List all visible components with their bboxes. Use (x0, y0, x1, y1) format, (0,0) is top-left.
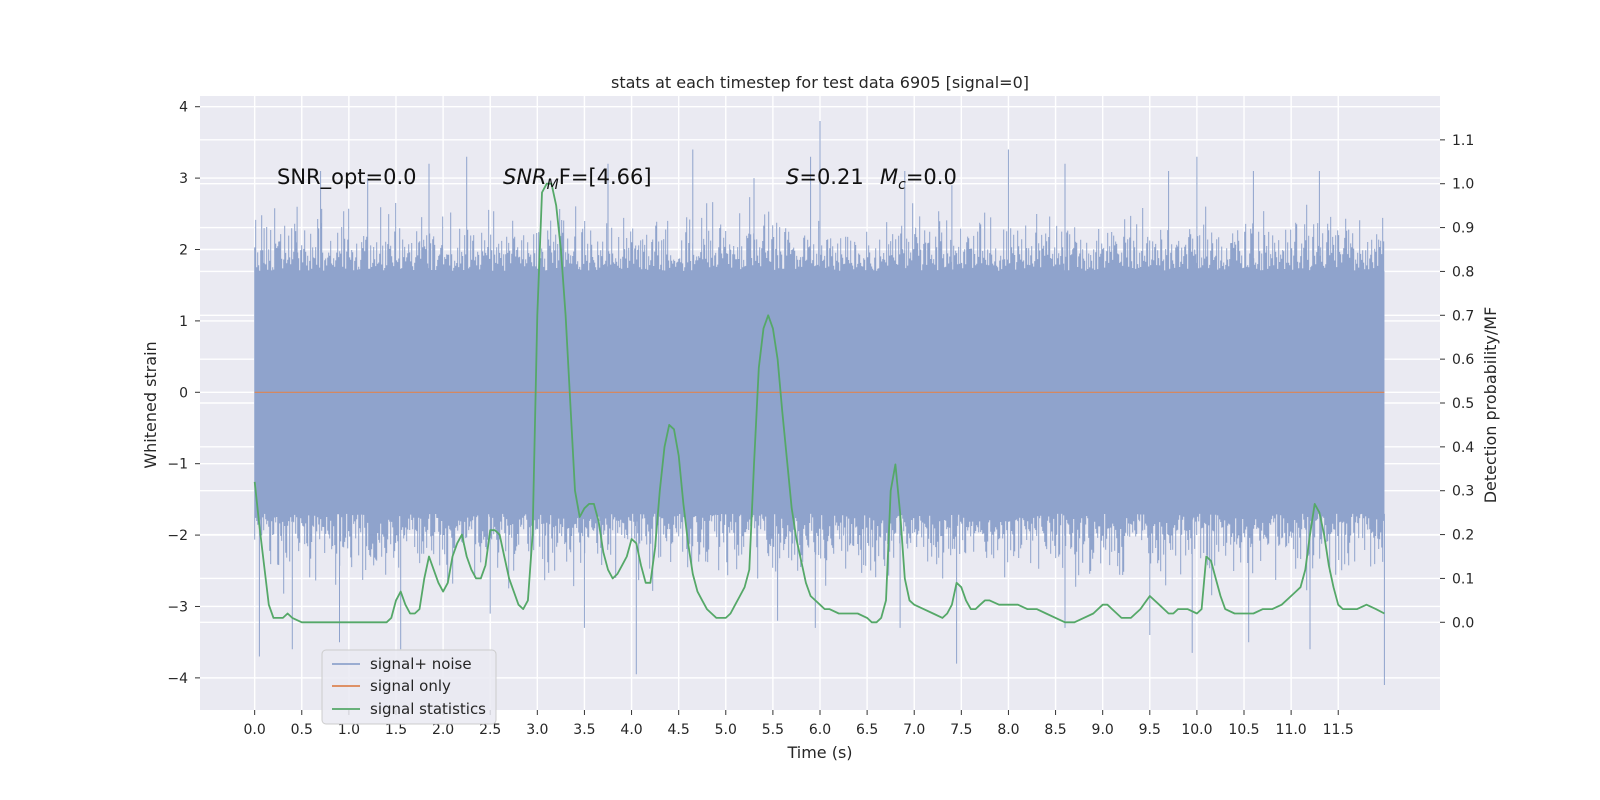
x-tick-label: 1.5 (385, 722, 407, 738)
x-tick-label: 0.0 (244, 722, 266, 738)
y-tick-label: 2 (179, 243, 188, 259)
legend-label-signal-statistics: signal statistics (370, 700, 486, 718)
annotation-snr-mf-tail: F=[4.66] (559, 165, 652, 189)
y-right-tick-label: 0.9 (1452, 221, 1474, 237)
annotation-snr-opt: SNR_opt=0.0 (277, 165, 417, 190)
signal-statistics-series (253, 182, 1385, 624)
noise-trace (254, 121, 1385, 685)
x-tick-label: 10.0 (1181, 722, 1212, 738)
x-tick-label: 11.0 (1276, 722, 1307, 738)
x-tick-label: 0.5 (291, 722, 313, 738)
x-tick-label: 2.5 (479, 722, 501, 738)
x-tick-label: 7.0 (903, 722, 925, 738)
signal-statistics-line (253, 182, 1385, 624)
y-right-tick-label: 0.5 (1452, 396, 1474, 412)
x-tick-label: 6.0 (809, 722, 831, 738)
x-tick-label: 10.5 (1228, 722, 1259, 738)
x-tick-label: 11.5 (1323, 722, 1354, 738)
annotation-snr-mf: SNRMF=[4.66] (503, 165, 652, 193)
legend-label-signal-only: signal only (370, 677, 451, 695)
y-right-tick-label: 1.0 (1452, 177, 1474, 193)
annotation-s-value: =0.21 (799, 165, 863, 189)
legend: signal+ noise signal only signal statist… (321, 649, 497, 725)
annotation-snr-mf-base: SNR (503, 165, 547, 189)
annotation-mc: Mc=0.0 (880, 165, 957, 193)
x-tick-label: 1.0 (338, 722, 360, 738)
y-tick-label: −3 (167, 599, 188, 615)
x-tick-label: 4.5 (668, 722, 690, 738)
y-right-tick-label: 0.3 (1452, 484, 1474, 500)
axes: 0.0 0.5 1.0 1.5 2.0 2.5 3.0 3.5 4.0 4.5 5.0 5.5 6.0 6… (167, 100, 1474, 738)
x-tick-label: 6.5 (856, 722, 878, 738)
y-tick-label: 4 (179, 100, 188, 116)
chart-title: stats at each timestep for test data 690… (611, 73, 1029, 92)
y-right-tick-label: 1.1 (1452, 133, 1474, 149)
annotation-mc-label: M (880, 165, 898, 189)
annotation-s-label: S (786, 165, 799, 189)
y-right-tick-label: 0.7 (1452, 308, 1474, 324)
y-tick-label: −4 (167, 671, 188, 687)
x-tick-label: 3.5 (573, 722, 595, 738)
x-axis-label: Time (s) (786, 743, 852, 762)
y-tick-label: −1 (167, 457, 188, 473)
legend-label-signal-noise: signal+ noise (370, 655, 472, 673)
x-tick-label: 2.0 (432, 722, 454, 738)
y-right-tick-label: 0.2 (1452, 528, 1474, 544)
y-tick-label: −2 (167, 528, 188, 544)
annotation-s: S=0.21 (786, 165, 864, 189)
y-tick-label: 0 (179, 385, 188, 401)
x-tick-label: 9.5 (1139, 722, 1161, 738)
annotation-mc-sub: c (898, 177, 906, 193)
legend-box (321, 649, 497, 725)
annotation-mc-value: =0.0 (906, 165, 957, 189)
x-tick-label: 5.0 (715, 722, 737, 738)
y-tick-label: 1 (179, 314, 188, 330)
y-right-tick-label: 0.1 (1452, 571, 1474, 587)
x-tick-label: 8.0 (997, 722, 1019, 738)
x-tick-label: 7.5 (950, 722, 972, 738)
y-axis-label: Whitened strain (141, 341, 160, 468)
x-tick-label: 3.0 (526, 722, 548, 738)
y-tick-label: 3 (179, 171, 188, 187)
y-right-tick-label: 0.6 (1452, 352, 1474, 368)
annotation-snr-mf-sub: M (547, 177, 559, 193)
y-right-tick-label: 0.8 (1452, 264, 1474, 280)
x-tick-label: 5.5 (762, 722, 784, 738)
y-axis-right-label: Detection probability/MF (1481, 307, 1500, 504)
y-right-tick-label: 0.4 (1452, 440, 1474, 456)
x-tick-label: 4.0 (620, 722, 642, 738)
x-tick-label: 8.5 (1044, 722, 1066, 738)
y-right-tick-label: 0.0 (1452, 615, 1474, 631)
x-tick-label: 9.0 (1092, 722, 1114, 738)
